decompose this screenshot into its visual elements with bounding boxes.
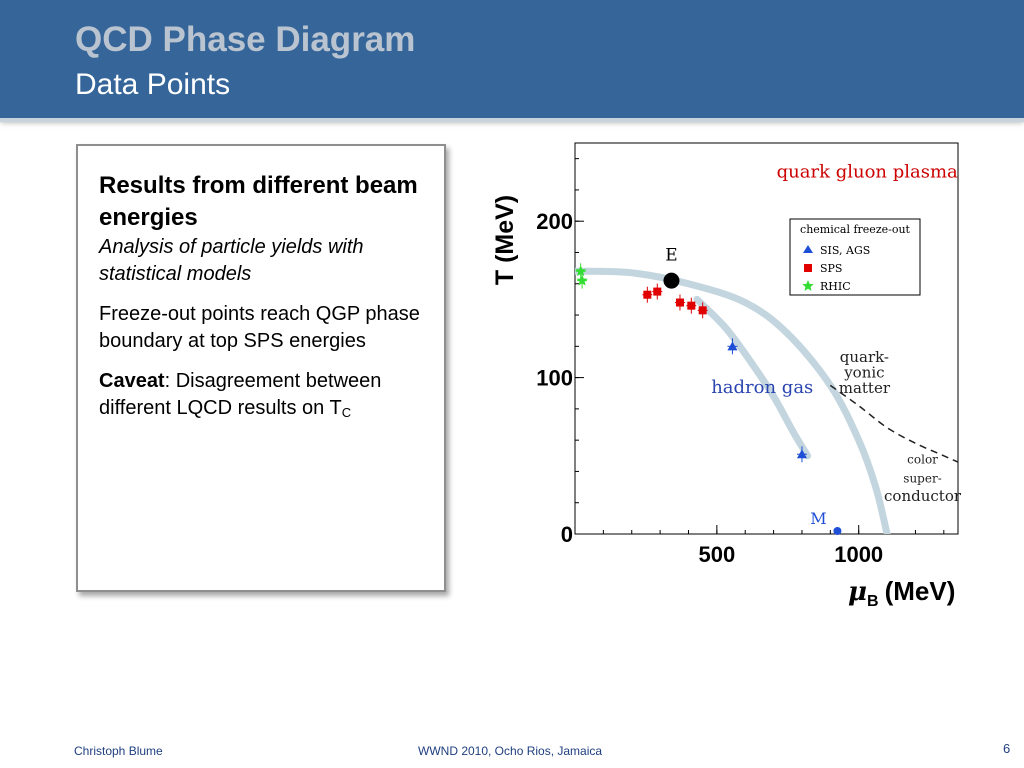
sps-data-point <box>687 301 696 310</box>
sps-data-point <box>675 298 684 307</box>
region-label: super- <box>903 471 941 485</box>
sps-data-point <box>698 306 707 315</box>
y-tick-label: 200 <box>536 209 573 234</box>
phase-boundary-curve <box>829 384 958 463</box>
textbox-heading: Results from different beam energies <box>99 172 418 231</box>
point-m-label: M <box>810 509 826 528</box>
slide-header: QCD Phase Diagram Data Points <box>0 0 1024 118</box>
sps-data-point <box>643 290 652 299</box>
legend-box <box>789 218 921 296</box>
y-tick-label: 100 <box>536 366 573 391</box>
phase-boundary-curve <box>693 295 812 460</box>
region-label: matter <box>839 379 891 397</box>
legend-title: chemical freeze-out <box>800 223 911 236</box>
rhic-data-point <box>574 265 587 277</box>
region-label: yonic <box>843 364 884 382</box>
legend-marker-rhic <box>802 280 814 291</box>
slide-subtitle: Data Points <box>75 68 231 101</box>
caveat-label: Caveat <box>99 370 165 392</box>
textbox-subheading: Analysis of particle yields with statist… <box>99 236 364 285</box>
caveat-subscript: C <box>341 405 352 420</box>
x-axis-label-unit: (MeV) <box>885 576 956 606</box>
slide-title: QCD Phase Diagram <box>75 20 416 59</box>
critical-point-label: E <box>665 246 677 266</box>
region-label: conductor <box>884 487 962 505</box>
y-axis-label: T (MeV) <box>491 195 519 285</box>
text-box: Results from different beam energies Ana… <box>76 144 446 592</box>
sis-ags-data-point <box>796 449 807 459</box>
region-label: hadron gas <box>711 377 813 398</box>
x-tick-label: 1000 <box>834 542 883 567</box>
x-axis-label-subscript: B <box>867 593 879 608</box>
x-axis-label: μB (MeV) <box>848 576 955 608</box>
caveat-text: : Disagreement between different LQCD re… <box>99 370 382 419</box>
region-label: quark gluon plasma <box>777 161 958 182</box>
legend-marker-sis-ags <box>803 245 813 253</box>
phase-diagram-svg: 500 1000 0 100 200 T (MeV) μB (MeV) quark gluon … <box>491 142 962 608</box>
y-tick-label: 0 <box>561 522 573 547</box>
legend-marker-sps <box>804 264 812 272</box>
legend-entry: SPS <box>820 262 842 275</box>
footer-author: Christoph Blume <box>74 744 163 758</box>
x-axis-label-symbol: μ <box>848 577 867 607</box>
textbox-paragraph: Freeze-out points reach QGP phase bounda… <box>99 303 420 352</box>
textbox-caveat: Caveat: Disagreement between different L… <box>99 368 434 426</box>
plot-frame <box>574 142 959 535</box>
legend-entry: RHIC <box>820 280 851 293</box>
region-label: quark- <box>840 348 889 366</box>
header-divider <box>0 118 1024 122</box>
phase-diagram-chart: 500 1000 0 100 200 T (MeV) μB (MeV) quark gluon … <box>482 126 974 608</box>
critical-point-marker <box>663 272 680 289</box>
legend-entry: SIS, AGS <box>820 244 870 257</box>
sis-ags-data-point <box>727 341 738 351</box>
sps-data-point <box>653 287 662 296</box>
footer-event: WWND 2010, Ocho Rios, Jamaica <box>418 744 603 758</box>
region-label: color <box>907 453 938 467</box>
point-m-marker <box>833 527 842 535</box>
phase-boundary-curve <box>575 267 891 534</box>
page-number: 6 <box>1003 741 1011 756</box>
x-tick-label: 500 <box>698 542 735 567</box>
rhic-data-point <box>576 274 588 286</box>
